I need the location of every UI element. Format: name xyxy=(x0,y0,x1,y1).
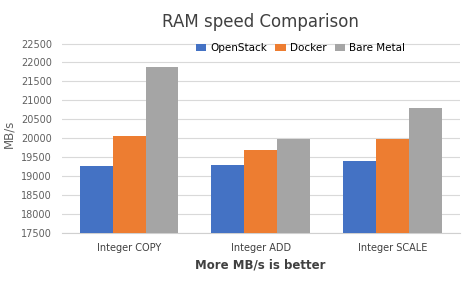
Bar xyxy=(409,108,442,284)
Bar xyxy=(343,161,376,284)
Bar xyxy=(211,164,244,284)
Legend: OpenStack, Docker, Bare Metal: OpenStack, Docker, Bare Metal xyxy=(191,39,410,58)
Bar xyxy=(113,136,146,284)
Bar xyxy=(376,139,409,284)
Bar xyxy=(80,166,113,284)
Bar xyxy=(244,150,277,284)
X-axis label: More MB/s is better: More MB/s is better xyxy=(195,258,326,271)
Y-axis label: MB/s: MB/s xyxy=(2,119,15,148)
Bar xyxy=(277,139,310,284)
Bar xyxy=(146,67,178,284)
Title: RAM speed Comparison: RAM speed Comparison xyxy=(162,13,359,31)
